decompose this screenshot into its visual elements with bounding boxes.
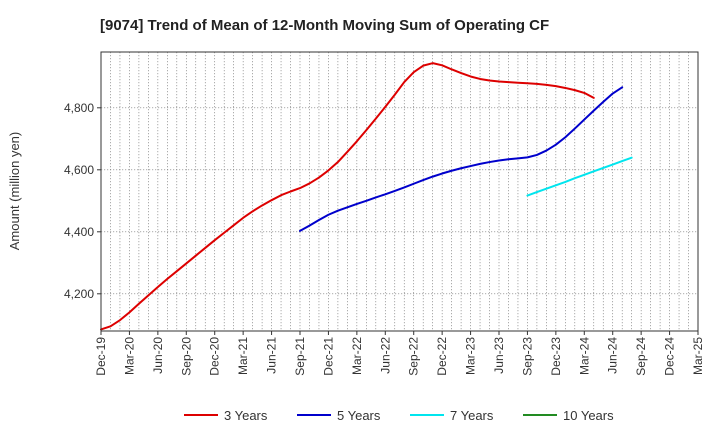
x-tick-label: Mar-21	[236, 337, 250, 375]
y-axis-label: Amount (million yen)	[7, 132, 22, 251]
x-tick-label: Sep-22	[407, 337, 421, 376]
y-tick-label: 4,400	[64, 225, 94, 239]
x-tick-label: Dec-21	[321, 337, 335, 376]
x-tick-label: Dec-19	[94, 337, 108, 376]
series-line-7-years	[526, 156, 633, 197]
y-tick-label: 4,200	[64, 287, 94, 301]
x-tick-label: Sep-20	[179, 337, 193, 376]
x-ticks: Dec-19 Mar-20 Jun-20 Sep-20 Dec-20 Mar-21 Jun-…	[94, 331, 705, 376]
x-tick-label: Dec-24	[663, 337, 677, 376]
y-tick-label: 4,600	[64, 163, 94, 177]
x-tick-label: Jun-23	[492, 337, 506, 374]
x-tick-label: Mar-25	[691, 337, 705, 375]
legend-label-5-years: 5 Years	[337, 408, 381, 423]
series-line-3-years	[100, 62, 595, 331]
x-tick-label: Sep-24	[634, 337, 648, 376]
x-tick-label: Dec-23	[549, 337, 563, 376]
x-tick-label: Dec-22	[435, 337, 449, 376]
y-ticks: 4,200 4,400 4,600 4,800	[64, 101, 101, 301]
series-line-5-years	[299, 86, 624, 232]
legend-label-10-years: 10 Years	[563, 408, 614, 423]
chart-title: [9074] Trend of Mean of 12-Month Moving …	[100, 17, 549, 34]
x-tick-label: Mar-22	[350, 337, 364, 375]
legend-label-3-years: 3 Years	[224, 408, 268, 423]
legend-label-7-years: 7 Years	[450, 408, 494, 423]
x-tick-label: Jun-24	[606, 337, 620, 374]
grid	[101, 52, 698, 331]
y-tick-label: 4,800	[64, 101, 94, 115]
plot-frame	[100, 51, 699, 332]
series-group	[100, 62, 633, 331]
x-tick-label: Mar-23	[464, 337, 478, 375]
x-tick-label: Jun-21	[265, 337, 279, 374]
x-tick-label: Mar-24	[577, 337, 591, 375]
x-tick-label: Mar-20	[122, 337, 136, 375]
x-tick-label: Jun-22	[378, 337, 392, 374]
x-tick-label: Sep-23	[520, 337, 534, 376]
x-tick-label: Sep-21	[293, 337, 307, 376]
legend: 3 Years 5 Years 7 Years 10 Years	[184, 408, 614, 423]
x-tick-label: Jun-20	[151, 337, 165, 374]
x-tick-label: Dec-20	[208, 337, 222, 376]
